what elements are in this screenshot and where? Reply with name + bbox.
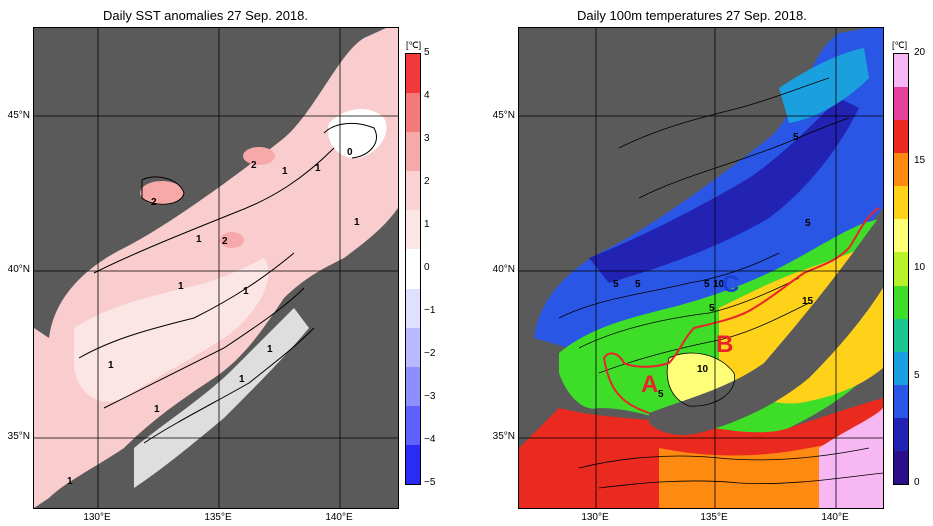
contour-label: 1 (196, 234, 202, 245)
lat-label-35-right: 35°N (492, 431, 515, 442)
lat-label-35: 35°N (7, 431, 30, 442)
contour-label: 1 (239, 374, 245, 385)
contour-label: 1 (267, 344, 273, 355)
left-colorbar (405, 53, 421, 485)
right-colorbar-segment (894, 153, 908, 187)
left-colorbar-tick-label: −5 (424, 477, 436, 488)
sst-anomaly-map: 2 2 1 1 0 1 2 1 1 1 1 1 1 1 1 (33, 27, 399, 509)
contour-label: 5 (704, 279, 710, 290)
lat-label-45-right: 45°N (492, 110, 515, 121)
lat-label-45: 45°N (7, 110, 30, 121)
contour-label: 15 (802, 296, 814, 307)
right-colorbar-segment (894, 318, 908, 353)
anomaly-patch-zero (328, 108, 387, 159)
contour-label: 2 (251, 160, 257, 171)
lon-label-135: 135°E (204, 512, 232, 523)
contour-label: 1 (108, 360, 114, 371)
right-colorbar-segment (894, 384, 908, 419)
region-label-b: B (716, 331, 734, 358)
contour-label: 0 (347, 147, 353, 158)
right-colorbar-segment (894, 186, 908, 220)
right-colorbar-segment (894, 252, 908, 287)
temp-100m-map: 5 5 5 5 10 5 5 15 10 5 A B C (518, 27, 884, 509)
contour-label: 1 (67, 476, 73, 487)
left-colorbar-tick-label: 2 (424, 176, 430, 187)
left-colorbar-segment (406, 444, 420, 485)
region-label-c: C (722, 271, 740, 298)
lat-label-40: 40°N (7, 264, 30, 275)
right-colorbar-segment (894, 285, 908, 320)
left-colorbar-unit: [℃] (406, 40, 422, 50)
right-panel-title: Daily 100m temperatures 27 Sep. 2018. (577, 8, 807, 23)
contour-label: 5 (709, 303, 715, 314)
right-colorbar-tick-label: 20 (914, 47, 926, 58)
contour-label: 5 (613, 279, 619, 290)
contour-label: 1 (243, 286, 249, 297)
right-colorbar-segment (894, 219, 908, 253)
contour-label: 10 (713, 279, 725, 290)
colder-region (589, 98, 859, 283)
left-colorbar-segment (406, 249, 420, 290)
left-colorbar-tick-label: −4 (424, 434, 436, 445)
right-colorbar-segment (894, 450, 908, 485)
left-colorbar-tick-label: 1 (424, 219, 430, 230)
contour-label: 2 (151, 197, 157, 208)
left-panel-title: Daily SST anomalies 27 Sep. 2018. (103, 8, 308, 23)
contour-label: 1 (154, 404, 160, 415)
right-colorbar-segment (894, 417, 908, 452)
lon-label-140: 140°E (325, 512, 353, 523)
right-colorbar-segment (894, 351, 908, 386)
contour-label: 5 (805, 218, 811, 229)
left-colorbar-segment (406, 366, 420, 407)
left-colorbar-segment (406, 132, 420, 172)
right-colorbar-segment (894, 120, 908, 154)
left-colorbar-segment (406, 327, 420, 368)
contour-label: 1 (315, 163, 321, 174)
right-colorbar-tick-label: 5 (914, 369, 920, 381)
contour-label: 1 (282, 166, 288, 177)
lat-label-40-right: 40°N (492, 264, 515, 275)
anomaly-patch-2-b (243, 147, 275, 165)
left-colorbar-segment (406, 405, 420, 446)
left-colorbar-tick-label: −3 (424, 391, 436, 402)
lon-label-135-right: 135°E (700, 512, 728, 523)
left-colorbar-tick-label: −1 (424, 305, 436, 316)
northeast-cyan (779, 48, 869, 123)
pink-region (819, 408, 883, 508)
contour-label: 10 (697, 364, 709, 375)
lon-label-140-right: 140°E (821, 512, 849, 523)
right-colorbar-segment (894, 87, 908, 121)
contour-label: 1 (178, 281, 184, 292)
right-colorbar-segment (894, 54, 908, 88)
contour-label: 5 (793, 132, 799, 143)
left-colorbar-tick-label: 0 (424, 262, 430, 273)
right-colorbar-unit: [℃] (892, 40, 908, 50)
anomaly-patch-light (74, 258, 269, 402)
anomaly-patch-2-a (140, 181, 184, 205)
left-colorbar-segment (406, 54, 420, 94)
left-colorbar-segment (406, 93, 420, 133)
left-colorbar-tick-label: 4 (424, 90, 430, 101)
lon-label-130: 130°E (83, 512, 111, 523)
left-colorbar-tick-label: −2 (424, 348, 436, 359)
anomaly-patch-2-c (220, 232, 244, 248)
red-section-path (602, 207, 880, 414)
left-colorbar-segment (406, 171, 420, 211)
contour-label: 5 (635, 279, 641, 290)
left-colorbar-tick-label: 5 (424, 47, 430, 58)
left-colorbar-segment (406, 210, 420, 250)
left-colorbar-tick-label: 3 (424, 133, 430, 144)
right-colorbar-tick-label: 15 (914, 154, 926, 166)
right-colorbar-tick-label: 10 (914, 262, 926, 273)
contour-label: 1 (354, 217, 360, 228)
temp-100m-map-svg (519, 28, 883, 508)
region-label-a: A (641, 371, 659, 398)
right-colorbar-tick-label: 0 (914, 477, 920, 488)
sst-anomaly-map-svg (34, 28, 398, 508)
left-colorbar-segment (406, 288, 420, 329)
right-colorbar (893, 53, 909, 485)
lon-label-130-right: 130°E (581, 512, 609, 523)
contour-label: 2 (222, 236, 228, 247)
contour-label: 5 (658, 389, 664, 400)
